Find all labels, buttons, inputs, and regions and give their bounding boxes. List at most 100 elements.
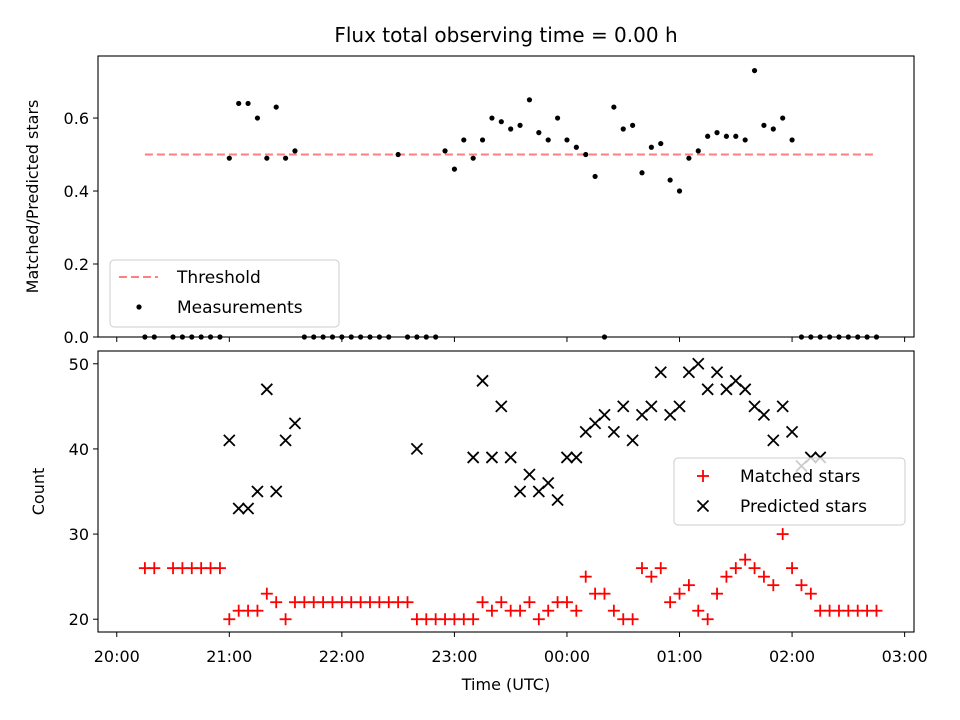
predicted-star-point: [251, 485, 264, 498]
measurement-point: [648, 144, 654, 150]
matched-star-point: [645, 570, 658, 583]
measurement-point: [714, 130, 720, 136]
matched-star-point: [485, 604, 498, 617]
bottom-legend-box: [673, 457, 906, 526]
predicted-star-point: [710, 366, 724, 379]
legend-threshold-label: Threshold: [176, 268, 261, 288]
measurement-point: [658, 140, 664, 147]
measurement-point: [264, 155, 270, 161]
measurement-point: [695, 148, 701, 154]
measurement-point: [451, 166, 458, 172]
legend-matched-label: Matched stars: [740, 467, 860, 487]
matched-star-point: [523, 596, 536, 609]
matched-star-point: [776, 528, 789, 541]
predicted-star-point: [495, 400, 508, 413]
measurement-point: [573, 144, 579, 150]
matched-star-point: [636, 562, 648, 575]
measurement-point: [611, 104, 617, 110]
predicted-star-point: [701, 383, 714, 396]
measurement-point: [630, 122, 636, 128]
top-y-axis-label: Matched/Predicted stars: [23, 100, 42, 294]
predicted-star-point: [767, 434, 780, 447]
matched-star-point: [654, 562, 667, 575]
matched-star-point: [870, 604, 883, 617]
measurement-point: [442, 148, 448, 154]
predicted-star-point: [232, 502, 245, 515]
matched-star-point: [532, 613, 545, 626]
measurement-point: [592, 173, 598, 180]
predicted-star-point: [570, 451, 583, 464]
measurement-point: [761, 122, 767, 128]
predicted-star-point: [617, 400, 630, 413]
matched-star-point: [701, 613, 714, 626]
legend-matched-swatch: [697, 470, 709, 482]
measurement-point: [770, 126, 776, 132]
measurement-point: [705, 133, 711, 139]
measurement-point: [395, 151, 401, 158]
matched-star-point: [514, 604, 527, 617]
measurement-point: [564, 137, 570, 143]
matched-star-point: [148, 562, 161, 575]
matched-star-point: [598, 587, 611, 600]
measurement-point: [554, 115, 561, 121]
matched-star-point: [682, 579, 695, 592]
predicted-star-point: [410, 442, 424, 456]
predicted-star-point: [476, 374, 489, 387]
measurement-point: [676, 188, 683, 194]
matched-star-point: [720, 570, 733, 583]
measurement-point: [733, 133, 739, 139]
matched-star-point: [579, 570, 592, 583]
bottom-y-axis-label: Count: [29, 468, 48, 516]
bottom-legend: Matched stars Predicted stars: [673, 457, 906, 526]
predicted-star-point: [485, 451, 499, 464]
legend-measurements-label: Measurements: [177, 298, 303, 318]
predicted-star-point: [523, 468, 536, 481]
predicted-star-point: [542, 476, 555, 490]
measurement-point: [723, 133, 730, 139]
predicted-star-point: [260, 383, 273, 396]
measurement-point: [545, 137, 551, 143]
predicted-star-point: [776, 400, 789, 413]
matched-star-point: [401, 596, 414, 609]
matched-star-point: [270, 596, 283, 609]
legend-predicted-label: Predicted stars: [740, 497, 867, 517]
x-tick-label: 02:00: [769, 647, 815, 666]
matched-star-point: [495, 596, 508, 609]
x-tick-label: 22:00: [319, 647, 365, 666]
measurement-point: [236, 100, 242, 107]
matched-star-point: [607, 604, 620, 617]
matched-star-point: [767, 579, 780, 592]
top-legend-box: [109, 259, 340, 328]
predicted-star-point: [279, 434, 292, 447]
measurement-point: [583, 151, 589, 158]
measurement-point: [536, 130, 542, 136]
x-tick-label: 00:00: [544, 647, 590, 666]
x-tick-label: 01:00: [656, 647, 702, 666]
matched-star-point: [804, 587, 817, 600]
matched-star-point: [476, 596, 489, 609]
predicted-star-point: [626, 434, 639, 447]
measurement-point: [461, 137, 467, 143]
matched-star-point: [542, 604, 555, 617]
top-plot-frame: [97, 55, 915, 338]
predicted-star-point: [223, 434, 236, 447]
predicted-star-point: [270, 485, 283, 498]
x-tick-label: 20:00: [94, 647, 140, 666]
matched-star-point: [251, 604, 264, 617]
predicted-star-point: [654, 366, 667, 379]
measurement-point: [254, 115, 261, 121]
matched-star-point: [664, 596, 677, 609]
predicted-star-point: [288, 417, 302, 430]
matched-star-point: [560, 596, 573, 609]
matched-star-point: [692, 604, 705, 617]
top-y-tick-label: 0.2: [64, 255, 89, 274]
top-y-tick-label: 0.0: [64, 328, 89, 347]
predicted-star-point: [467, 451, 480, 464]
predicted-star-point: [607, 425, 620, 439]
predicted-star-point: [757, 408, 771, 422]
measurement-point: [508, 126, 514, 132]
predicted-star-point: [692, 357, 705, 370]
measurement-point: [226, 155, 232, 161]
x-axis-label: Time (UTC): [461, 675, 550, 694]
matched-star-point: [711, 587, 724, 600]
